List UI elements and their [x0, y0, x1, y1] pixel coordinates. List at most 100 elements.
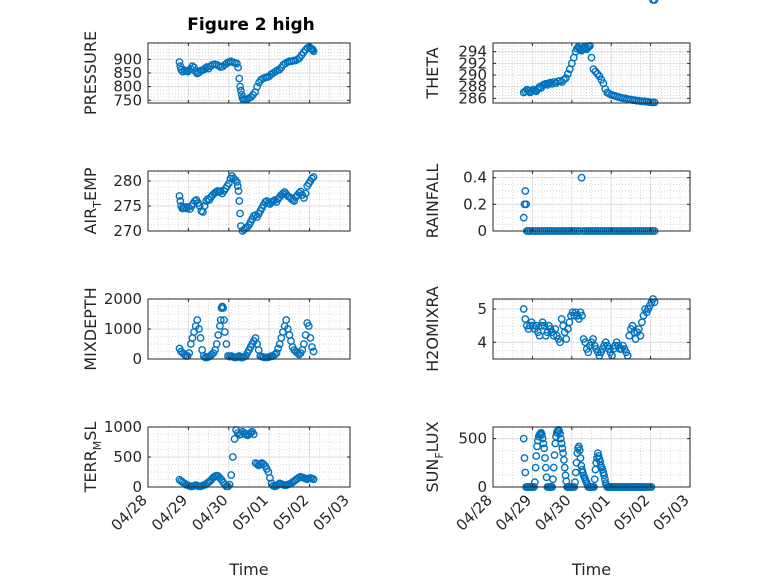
y-tick-label: 270 [113, 222, 142, 240]
y-axis-label: TERRMSL [81, 422, 104, 494]
subplot-3: 270 275 280 AIRTEMP [81, 167, 351, 240]
data-point [224, 482, 232, 491]
data-point [256, 460, 265, 469]
data-point [272, 349, 281, 357]
data-point [309, 347, 318, 356]
data-point [232, 59, 241, 68]
y-axis-label: H2OMIXRA [423, 286, 442, 372]
data-point [212, 340, 221, 348]
data-point [550, 451, 559, 459]
data-point [220, 316, 228, 324]
y-tick-label: 294 [458, 43, 487, 61]
data-point [188, 62, 197, 71]
data-point [236, 86, 245, 95]
data-point [176, 197, 185, 205]
y-axis-label: THETA [423, 47, 442, 99]
data-point [194, 325, 203, 333]
figure-title: Figure 2 high [187, 15, 315, 35]
data-point [200, 202, 209, 210]
data-point [308, 174, 316, 183]
data-point [562, 74, 570, 82]
data-point [549, 463, 558, 472]
data-point [193, 316, 202, 324]
data-point [564, 70, 572, 78]
y-tick-label: 750 [113, 91, 142, 109]
y-tick-label: 500 [113, 448, 142, 466]
data-point [301, 189, 310, 198]
axes-box [492, 170, 691, 232]
data-point [234, 63, 243, 72]
x-tick-label: 05/01 [571, 491, 614, 534]
data-point [522, 200, 530, 209]
data-point [520, 454, 529, 462]
data-point [274, 344, 282, 353]
y-tick-label: 288 [458, 78, 487, 96]
data-point [650, 0, 659, 4]
data-point [593, 70, 602, 78]
x-tick-label: 04/28 [453, 491, 496, 534]
x-tick-label: 05/03 [310, 491, 353, 534]
data-point [309, 173, 318, 181]
x-axis-label: Time [571, 560, 611, 579]
y-tick-label: 0 [132, 350, 142, 368]
data-point [578, 311, 586, 320]
data-point [282, 316, 291, 324]
x-tick-label: 04/28 [108, 491, 151, 534]
data-point [541, 454, 549, 462]
y-axis-label: PRESSURE [81, 31, 100, 115]
data-point [253, 82, 262, 91]
data-point [234, 187, 243, 195]
y-tick-label: 900 [113, 50, 142, 68]
axes-box [147, 170, 351, 232]
x-tick-label: 04/29 [148, 491, 191, 534]
data-point [521, 468, 530, 477]
y-tick-label: 0.2 [463, 195, 487, 213]
y-tick-label: 290 [458, 66, 487, 84]
data-point [299, 340, 308, 348]
y-tick-label: 0 [477, 222, 487, 240]
x-axis-label: Time [228, 560, 268, 579]
data-point [538, 434, 547, 443]
data-point [219, 304, 228, 312]
data-point [270, 350, 279, 359]
y-tick-label: 5 [477, 300, 487, 318]
data-point [521, 187, 530, 195]
data-point [175, 58, 184, 66]
y-tick-label: 0 [477, 478, 487, 496]
data-point [560, 455, 568, 464]
data-point [519, 434, 528, 443]
data-point [541, 463, 550, 472]
data-point [230, 435, 239, 443]
x-tick-label: 04/29 [492, 491, 535, 534]
data-point [227, 471, 236, 479]
y-tick-label: 2000 [104, 290, 142, 308]
y-axis-label: RAINFALL [423, 164, 442, 239]
y-tick-label: 275 [113, 197, 142, 215]
data-point [228, 453, 237, 461]
data-point [530, 478, 539, 487]
data-point [220, 328, 229, 336]
y-tick-label: 4 [477, 333, 487, 351]
y-axis-label: SUNFLUX [423, 421, 446, 492]
data-point [190, 63, 199, 72]
y-tick-label: 800 [113, 78, 142, 96]
x-tick-label: 05/03 [650, 491, 693, 534]
data-point [216, 316, 225, 324]
data-point [558, 444, 567, 453]
y-tick-label: 500 [458, 430, 487, 448]
y-tick-label: 850 [113, 64, 142, 82]
data-point [185, 349, 194, 357]
data-point [575, 442, 583, 451]
data-point [590, 475, 599, 484]
data-point [275, 65, 284, 74]
y-axis-label: AIRTEMP [81, 167, 104, 234]
data-point [309, 475, 318, 484]
data-point [304, 322, 313, 330]
data-point [539, 439, 548, 448]
data-point [306, 334, 315, 342]
y-tick-label: 280 [113, 172, 142, 190]
